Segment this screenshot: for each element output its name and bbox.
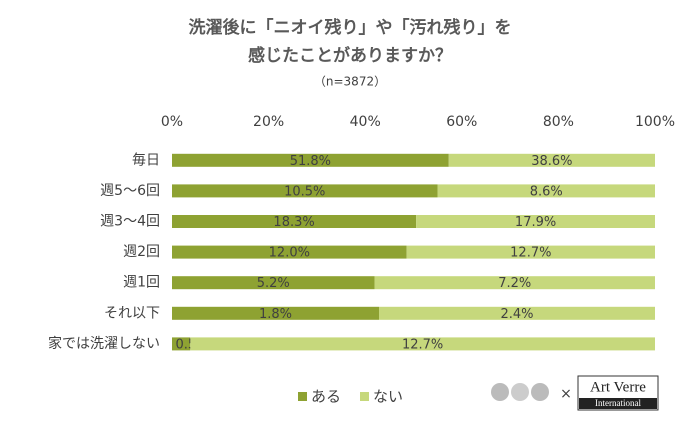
bar-segment (172, 337, 191, 351)
logo-mark (531, 383, 549, 401)
y-tick-label: 週5～6回 (100, 183, 160, 199)
data-label: 51.8% (290, 154, 331, 169)
x-tick-label: 40% (350, 114, 381, 130)
bar-segment (406, 245, 655, 259)
data-label: 8.6% (530, 184, 563, 199)
x-tick-label: 20% (253, 114, 284, 130)
bar-segment (448, 153, 655, 167)
logo-mark (491, 383, 509, 401)
bar-segment (374, 276, 655, 290)
y-tick-label: 家では洗濯しない (48, 335, 160, 352)
data-label: 12.7% (510, 246, 551, 261)
legend-swatch (360, 392, 369, 401)
legend-label: ない (373, 388, 403, 406)
y-tick-label: 毎日 (132, 152, 160, 168)
legend-label: ある (311, 388, 341, 406)
data-label: 12.7% (402, 337, 443, 352)
logo-separator: × (560, 386, 572, 402)
bar-segment (190, 337, 655, 351)
bar-segment (437, 184, 655, 198)
logo-mark (511, 383, 529, 401)
y-tick-label: 週3～4回 (100, 214, 160, 230)
bar-segment (172, 215, 417, 228)
x-tick-label: 60% (446, 114, 477, 130)
data-label: 1.8% (259, 307, 292, 322)
data-label: 38.6% (531, 154, 572, 169)
data-label: 17.9% (515, 215, 556, 230)
chart-title: 洗濯後に「ニオイ残り」や「汚れ残り」を (189, 17, 512, 38)
bar-segment (172, 184, 438, 198)
data-label: 5.2% (257, 276, 290, 291)
data-label: 2.4% (500, 307, 533, 322)
bar-segment (172, 306, 379, 320)
logo-band (579, 398, 657, 409)
legend-swatch (298, 392, 307, 401)
bar-segment (172, 153, 449, 167)
bar-segment (172, 276, 375, 290)
x-tick-label: 100% (635, 114, 675, 130)
chart-title: 感じたことがありますか？ (248, 45, 452, 66)
data-label: 18.3% (273, 215, 314, 230)
y-tick-label: それ以下 (104, 305, 160, 321)
y-tick-label: 週2回 (123, 244, 160, 260)
bar-segment (416, 215, 655, 228)
x-tick-label: 0% (161, 114, 183, 130)
logo: × Art Verre International (491, 375, 659, 411)
bar-segment (379, 306, 655, 320)
logo-sub: International (595, 398, 641, 408)
data-label: 12.0% (269, 246, 310, 261)
chart-subtitle: （n=3872） (314, 75, 386, 89)
data-label: 10.5% (284, 184, 325, 199)
bar-segment (172, 245, 407, 259)
data-label: 7.2% (498, 276, 531, 291)
y-tick-label: 週1回 (123, 275, 160, 291)
x-tick-label: 80% (543, 114, 574, 130)
logo-name: Art Verre (590, 379, 646, 395)
